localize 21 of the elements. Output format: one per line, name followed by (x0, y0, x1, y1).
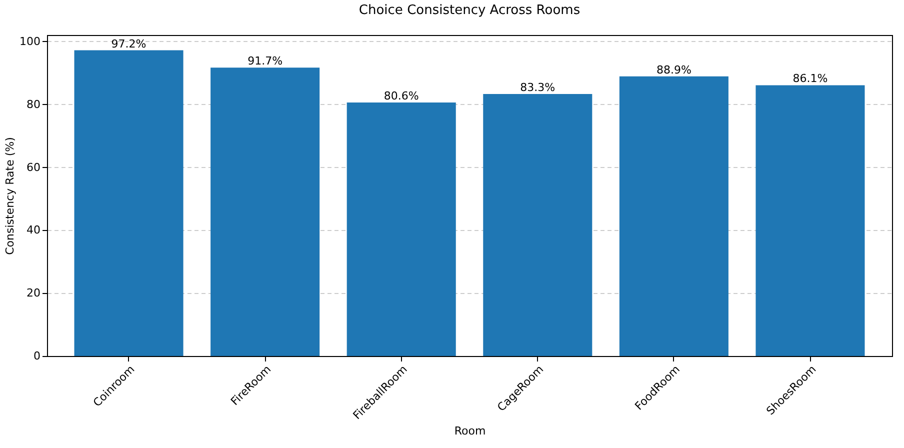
y-tick-label: 40 (26, 224, 40, 237)
y-tick-label: 60 (26, 160, 40, 174)
bar (346, 102, 456, 356)
data-label: 97.2% (111, 37, 146, 50)
bar (210, 68, 320, 356)
data-label: 83.3% (520, 81, 556, 94)
y-tick-label: 0 (34, 350, 40, 362)
chart-title: Choice Consistency Across Rooms (358, 3, 580, 18)
y-tick-label: 20 (26, 286, 40, 300)
data-label: 91.7% (248, 54, 283, 68)
bar (756, 85, 865, 356)
data-label: 88.9% (656, 63, 692, 76)
bar (619, 76, 728, 356)
y-tick-label: 80 (26, 98, 40, 111)
y-axis-title: Consistency Rate (%) (4, 137, 17, 255)
x-axis-title: Room (454, 424, 486, 438)
bar (483, 94, 592, 356)
data-label: 86.1% (792, 72, 828, 86)
bar (74, 50, 184, 356)
data-label: 80.6% (384, 89, 419, 102)
y-tick-label: 100 (20, 34, 40, 48)
